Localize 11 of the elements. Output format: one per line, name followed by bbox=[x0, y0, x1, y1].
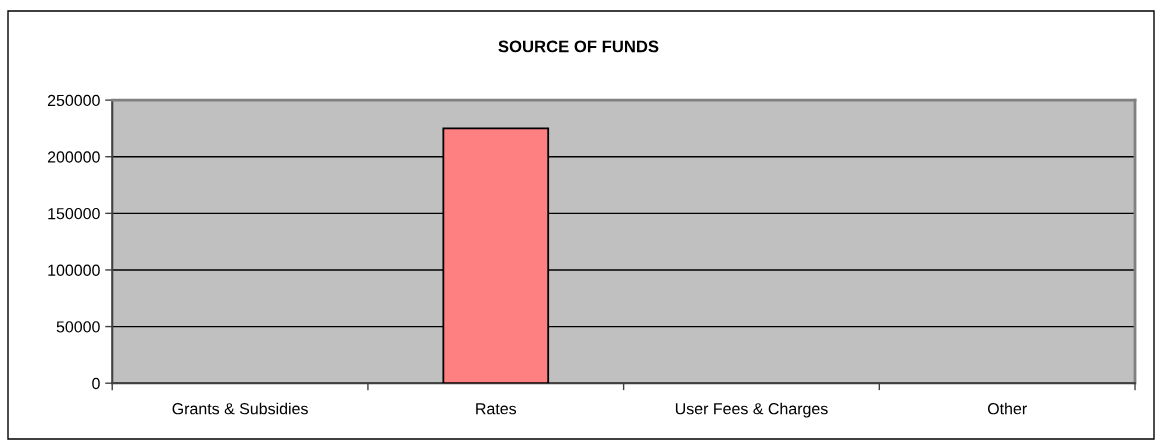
y-tick-label: 0 bbox=[92, 377, 100, 390]
chart-title: SOURCE OF FUNDS bbox=[498, 40, 659, 53]
y-tick-label: 150000 bbox=[48, 207, 100, 220]
x-tick-label: Other bbox=[987, 402, 1027, 415]
x-tick-label: Rates bbox=[476, 403, 517, 415]
y-tick-label: 200000 bbox=[47, 151, 100, 163]
y-tick-label: 100000 bbox=[48, 264, 100, 276]
x-tick-label: Grants & Subsidies bbox=[172, 402, 308, 415]
y-tick-label: 250000 bbox=[47, 94, 100, 107]
y-tick-label: 50000 bbox=[56, 321, 100, 333]
x-tick-label: User Fees & Charges bbox=[675, 402, 828, 418]
